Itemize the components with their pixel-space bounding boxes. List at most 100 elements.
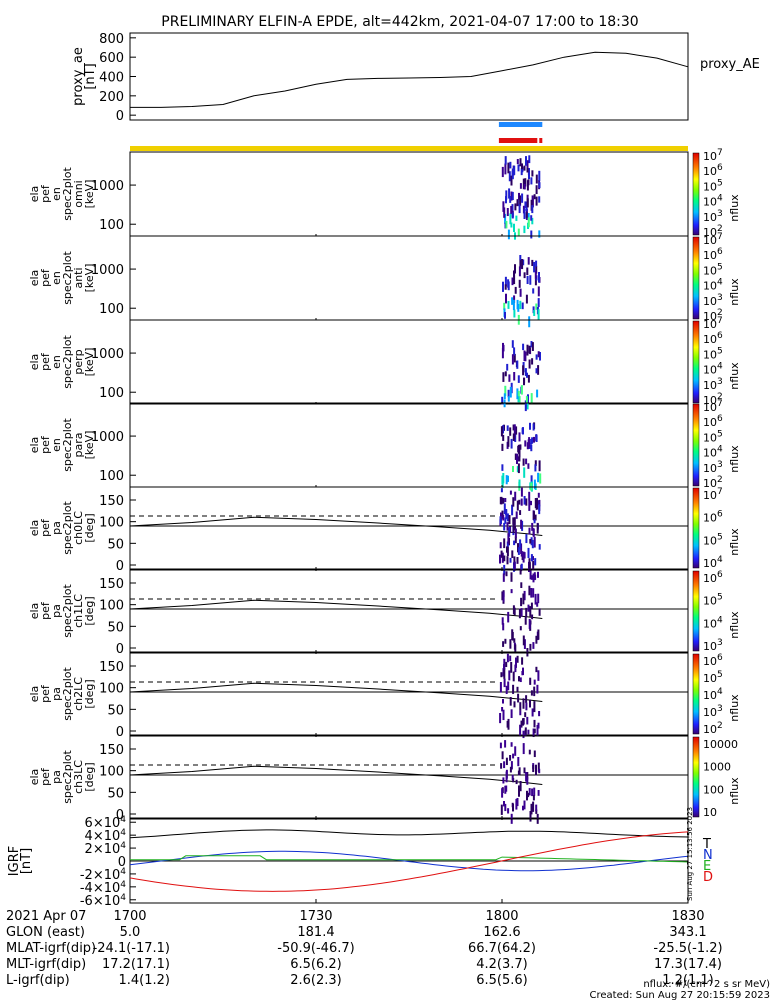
pa-colorbar-tick: 1000 — [703, 761, 731, 774]
ephem-row-value: 4.2(3.7) — [476, 957, 528, 972]
pa-ylabel-line: pef — [39, 684, 52, 703]
pa-ylabel-line: pef — [39, 518, 52, 537]
pitch-angle-pixel — [527, 729, 530, 735]
pitch-angle-pixel — [531, 708, 534, 717]
ephem-row-lead-value: -24.1(-17.1) — [93, 941, 170, 956]
pitch-angle-pixel — [520, 563, 523, 571]
spectrogram-pixel — [507, 279, 510, 288]
spectrogram-pixel — [502, 342, 504, 348]
pa-ylabel-line: pef — [39, 767, 52, 786]
igrf-ylabel: IGRF[nT] — [7, 846, 34, 876]
pitch-angle-pixel — [505, 685, 508, 694]
spectrogram-pixel — [526, 399, 529, 410]
spectrogram-pixel — [509, 196, 512, 203]
pa-colorbar-label: nflux — [728, 611, 741, 639]
spectrogram-pixel — [539, 352, 541, 361]
spectrogram-pixel — [534, 270, 537, 279]
orbit-coverage-yellow-bar — [130, 146, 688, 151]
pitch-angle-pixel — [533, 572, 536, 581]
pitch-angle-pixel — [513, 701, 516, 708]
pitch-angle-pixel — [524, 712, 527, 718]
pitch-angle-pixel — [503, 801, 505, 807]
pa-ylabel-line: pa — [50, 604, 63, 618]
pitch-angle-pixel — [519, 702, 522, 711]
energy-ylabel-line: pef — [39, 352, 52, 371]
pitch-angle-pixel — [535, 804, 538, 812]
pitch-angle-pixel — [515, 779, 518, 785]
ephem-row-label: MLT-igrf(dip) — [6, 957, 86, 972]
energy-ylabel-line: perp — [72, 349, 85, 374]
spectrogram-pixel — [503, 207, 506, 218]
pitch-angle-pixel — [500, 488, 503, 493]
pitch-angle-pixel — [526, 790, 528, 801]
pitch-angle-pixel — [519, 710, 522, 716]
spectrogram-pixel — [505, 293, 507, 304]
pitch-angle-pixel — [514, 536, 517, 544]
pa-colorbar-label: nflux — [728, 694, 741, 722]
pitch-angle-pixel — [500, 512, 502, 520]
spectrogram-pixel — [515, 426, 518, 435]
igrf-total-curve — [129, 829, 689, 839]
energy-colorbar-tick: 105 — [703, 346, 723, 361]
pitch-angle-pixel — [513, 556, 516, 566]
spectrogram-pixel — [528, 168, 530, 180]
spectrogram-pixel — [522, 458, 525, 466]
energy-spectrogram-frame — [129, 235, 689, 321]
pitch-angle-pixel — [505, 757, 508, 766]
pitch-angle-pixel — [532, 573, 535, 583]
pitch-angle-pixel — [510, 572, 513, 582]
pitch-angle-pixel — [516, 686, 519, 692]
pa-ytick-label: 150 — [99, 660, 124, 675]
pa-ytick-label: 50 — [107, 786, 124, 801]
spectrogram-pixel — [507, 389, 510, 398]
pitch-angle-pixel — [520, 543, 523, 554]
pitch-angle-pixel — [532, 765, 535, 773]
pitch-angle-pixel — [529, 677, 532, 685]
pitch-angle-pixel — [531, 522, 534, 531]
ephem-row-value: -25.5(-1.2) — [653, 941, 722, 956]
pitch-angle-pixel — [537, 571, 539, 578]
spectrogram-pixel — [523, 165, 526, 171]
pitch-angle-pixel — [537, 593, 540, 604]
pitch-angle-pixel — [532, 561, 535, 571]
spectrogram-pixel — [530, 393, 533, 404]
pitch-angle-pixel — [523, 639, 526, 649]
pa-ylabel-line: spec2plot — [61, 750, 74, 804]
energy-colorbar-tick: 106 — [703, 331, 723, 346]
pitch-angle-pixel — [513, 517, 516, 526]
spectrogram-pixel — [535, 196, 538, 206]
spectrogram-pixel — [538, 170, 541, 181]
energy-ytick-label: 100 — [99, 469, 124, 484]
spectrogram-pixel — [511, 297, 514, 305]
spectrogram-pixel — [509, 213, 512, 225]
spectrogram-pixel — [508, 188, 511, 199]
spectrogram-pixel — [538, 196, 541, 203]
spectrogram-pixel — [533, 479, 536, 489]
spectrogram-pixel — [537, 298, 540, 307]
pitch-angle-pixel — [499, 496, 502, 505]
pitch-angle-pixel — [513, 561, 516, 571]
pitch-angle-pixel — [523, 496, 526, 505]
spectrogram-pixel — [519, 195, 522, 206]
ephem-row-value: 17.3(17.4) — [654, 957, 722, 972]
pitch-angle-pixel — [537, 629, 540, 640]
spectrogram-pixel — [534, 464, 537, 472]
pitch-angle-pixel — [529, 539, 532, 544]
spectrogram-pixel — [519, 158, 522, 167]
proxy-ae-frame — [129, 32, 689, 121]
spectrogram-pixel — [501, 464, 504, 471]
spectrogram-pixel — [529, 422, 531, 430]
energy-ytick-label: 1000 — [91, 179, 124, 194]
spectrogram-pixel — [535, 354, 538, 360]
pitch-angle-pixel — [533, 511, 535, 521]
pitch-angle-pixel — [522, 718, 524, 726]
pitch-angle-pixel — [526, 777, 529, 785]
pitch-angle-pixel — [509, 655, 512, 662]
spectrogram-pixel — [537, 286, 540, 297]
pitch-angle-pixel — [510, 662, 513, 673]
spectrogram-pixel — [532, 288, 535, 294]
energy-ylabel-line: omni — [72, 180, 85, 207]
pitch-angle-pixel — [514, 491, 517, 501]
energy-spectrogram-frame — [129, 319, 689, 405]
